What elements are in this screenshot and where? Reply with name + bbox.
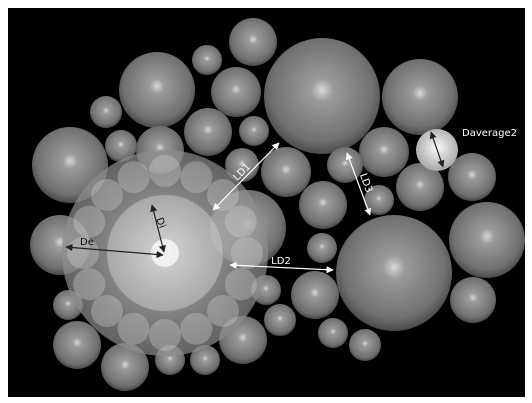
highlight	[151, 239, 179, 267]
sphere	[382, 59, 458, 135]
sphere	[225, 206, 257, 238]
ld2-label: LD2	[271, 256, 291, 267]
sphere	[91, 179, 123, 211]
sphere	[53, 321, 101, 369]
sphere	[119, 52, 195, 128]
sphere	[91, 295, 123, 327]
sphere	[192, 45, 222, 75]
sphere	[73, 268, 105, 300]
de-label: De	[80, 237, 94, 248]
sphere	[180, 161, 212, 193]
diagram: LD1 LD2 LD3 Daverage2 De Di	[0, 0, 532, 403]
sphere	[90, 96, 122, 128]
sphere	[118, 161, 150, 193]
sphere	[229, 18, 277, 66]
sphere	[211, 67, 261, 117]
sphere	[239, 116, 269, 146]
sphere	[299, 181, 347, 229]
sphere	[264, 38, 380, 154]
sphere	[225, 268, 257, 300]
sphere	[149, 319, 181, 351]
sphere	[318, 318, 348, 348]
sphere	[264, 304, 296, 336]
sphere	[184, 108, 232, 156]
sphere	[231, 237, 263, 269]
sphere	[180, 313, 212, 345]
sphere	[291, 271, 339, 319]
sphere	[307, 233, 337, 263]
sphere	[349, 329, 381, 361]
sphere	[449, 202, 525, 278]
sphere	[450, 277, 496, 323]
sphere	[73, 206, 105, 238]
sphere	[149, 155, 181, 187]
sphere	[118, 313, 150, 345]
sphere	[327, 147, 363, 183]
sphere	[207, 295, 239, 327]
sphere	[359, 127, 409, 177]
sphere	[207, 179, 239, 211]
average-label: Daverage2	[462, 128, 517, 139]
sphere	[336, 215, 452, 331]
